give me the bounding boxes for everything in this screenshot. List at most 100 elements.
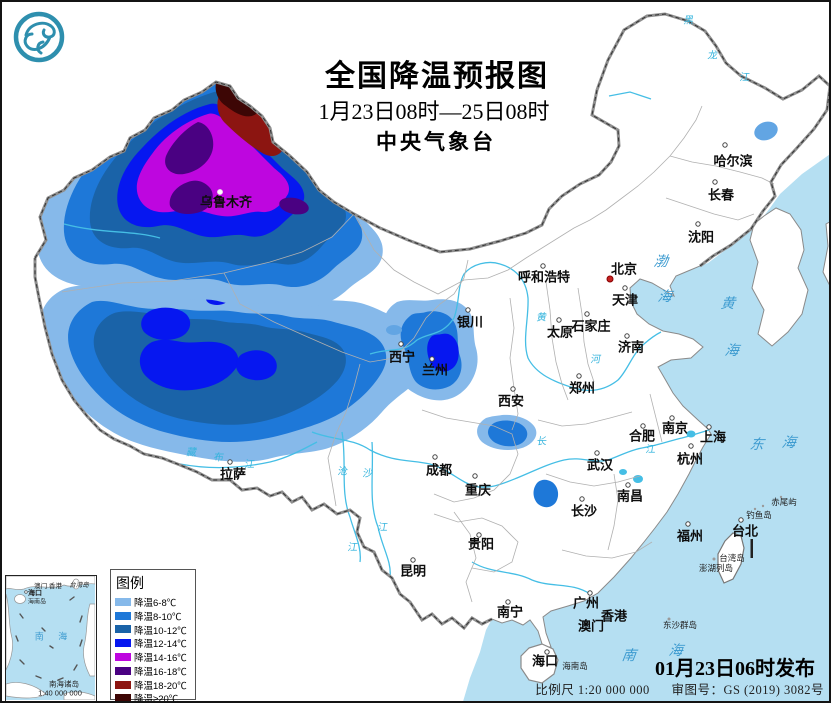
city-label-nanchang: 南昌 — [616, 488, 644, 504]
river-lancang — [371, 441, 391, 578]
inset-label-hainan: 海南岛 — [27, 599, 47, 606]
island-label-penghu: 澎湖列岛 — [698, 563, 734, 573]
map-approval-number: 审图号：GS (2019) 3082号 — [671, 683, 824, 697]
legend-label: 降温10-12℃ — [134, 625, 187, 637]
korea-landmass — [749, 207, 809, 347]
legend-swatch-20plus — [115, 694, 131, 701]
page-title: 全国降温预报图 — [325, 60, 549, 93]
lake-wuhan — [619, 469, 627, 475]
inset-label-islands: 南海诸岛 — [49, 679, 79, 689]
city-label-wuhan: 武汉 — [586, 457, 614, 473]
forecast-period: 1月23日08时—25日08时 — [318, 99, 550, 124]
sea-label-bohai-2: 海 — [656, 290, 673, 305]
map-scale: 比例尺 1:20 000 000 — [535, 683, 650, 697]
city-label-urumqi: 乌鲁木齐 — [199, 194, 253, 210]
region-tibet-12-14-a — [141, 307, 191, 340]
city-label-lanzhou: 兰州 — [421, 362, 449, 378]
city-label-changsha: 长沙 — [570, 503, 598, 519]
city-label-xining: 西宁 — [388, 349, 416, 365]
capital-dot-beijing — [606, 275, 614, 283]
city-dots — [227, 142, 744, 655]
sea-label-bohai-1: 渤 — [652, 255, 669, 270]
legend-swatch-18-20 — [115, 680, 131, 689]
city-label-hangzhou: 杭州 — [676, 451, 704, 467]
map-scale-line: 比例尺 1:20 000 000 审图号：GS (2019) 3082号 — [535, 679, 824, 698]
legend-row: 降温18-20℃ — [115, 678, 195, 692]
inset-label-haikou: 海口 — [28, 590, 42, 597]
city-label-hefei: 合肥 — [628, 428, 656, 444]
city-label-harbin: 哈尔滨 — [713, 153, 753, 169]
national-border — [33, 12, 829, 631]
small-island-dots — [667, 495, 783, 621]
sea-label-eastsea-2: 海 — [780, 436, 797, 451]
city-label-shanghai: 上海 — [699, 429, 727, 445]
sea-label-eastsea-1: 东 — [748, 438, 765, 453]
legend-row: 降温10-12℃ — [115, 623, 195, 637]
river-yangtze — [311, 429, 710, 488]
legend-label: 降温18-20℃ — [134, 680, 187, 692]
sea-label-yellowsea-1: 黄 — [719, 297, 736, 312]
south-china-sea-inset: 澳门 香港 台湾岛 海口 海南岛 南 海 南海诸岛 1:40 000 000 — [5, 575, 97, 701]
lake-qinghai — [386, 325, 402, 335]
city-label-shijiazhuang: 石家庄 — [571, 318, 611, 334]
japan-sliver — [822, 221, 829, 286]
legend-row: 降温8-10℃ — [115, 609, 195, 623]
city-label-shenyang: 沈阳 — [687, 229, 715, 245]
city-label-kunming: 昆明 — [399, 563, 427, 579]
inset-label-hkmo: 澳门 香港 — [34, 583, 62, 590]
region-dongting-8-10 — [533, 479, 559, 508]
region-xinjiang-16-18-c — [279, 197, 309, 215]
region-xinjiang-16-18-a — [165, 122, 214, 175]
region-shaanxi-south-8-10 — [488, 420, 528, 447]
city-label-lhasa: 拉萨 — [219, 466, 247, 482]
river-pearl — [471, 561, 591, 595]
region-tibet-12-14-c — [236, 350, 277, 381]
inset-label-taiwan: 台湾岛 — [69, 582, 89, 589]
city-label-taipei: 台北 — [731, 523, 759, 539]
river-jinsha — [341, 431, 361, 563]
city-label-guangzhou: 广州 — [572, 595, 600, 611]
agency-name: 中央气象台 — [376, 130, 496, 154]
island-label-diaoyu: 钓鱼岛 — [746, 510, 772, 520]
lake-khanka — [754, 121, 778, 141]
legend-panel: 图例 降温6-8℃ 降温8-10℃ 降温10-12℃ 降温12-14℃ 降温14… — [110, 569, 196, 703]
province-borders — [61, 105, 775, 603]
legend-swatch-14-16 — [115, 653, 131, 662]
island-label-hainan: 海南岛 — [562, 661, 588, 671]
region-tibet-12-14-b — [139, 339, 239, 391]
river-tsangpo — [179, 441, 318, 469]
legend-label: 降温14-16℃ — [134, 653, 187, 665]
city-label-xian: 西安 — [497, 393, 525, 409]
legend-label: 降温8-10℃ — [134, 611, 182, 623]
boundary-bar-taiwan-east — [750, 539, 753, 558]
city-label-guiyang: 贵阳 — [467, 536, 495, 552]
inset-scale: 1:40 000 000 — [38, 688, 82, 698]
legend-label: 降温6-8℃ — [134, 597, 177, 609]
city-label-chongqing: 重庆 — [464, 482, 492, 498]
city-label-tianjin: 天津 — [611, 292, 639, 308]
city-label-jinan: 济南 — [617, 339, 645, 355]
island-label-taiwan: 台湾岛 — [719, 553, 745, 563]
region-xinjiang-16-18-b — [169, 180, 213, 214]
legend-swatch-8-10 — [115, 611, 131, 620]
city-label-yinchuan: 银川 — [456, 314, 484, 330]
city-label-macau: 澳门 — [577, 618, 605, 634]
legend-swatch-16-18 — [115, 666, 131, 675]
city-label-haikou: 海口 — [531, 653, 559, 669]
sea-label-yellowsea-2: 海 — [723, 344, 740, 359]
city-label-changchun: 长春 — [707, 187, 735, 203]
city-label-nanjing: 南京 — [661, 420, 689, 436]
island-label-chiwei: 赤尾屿 — [771, 497, 797, 507]
city-label-fuzhou: 福州 — [676, 528, 704, 544]
legend-row: 降温16-18℃ — [115, 664, 195, 678]
legend-label: 降温≥20℃ — [134, 694, 179, 703]
city-label-hohhot: 呼和浩特 — [517, 269, 571, 285]
publish-time: 01月23日06时发布 — [655, 658, 815, 680]
river-songhua — [608, 91, 652, 100]
legend-swatch-6-8 — [115, 597, 131, 606]
inset-label-southsea: 南 海 — [34, 631, 74, 642]
city-dot-urumqi — [217, 189, 223, 195]
taiwan-island — [717, 532, 745, 584]
